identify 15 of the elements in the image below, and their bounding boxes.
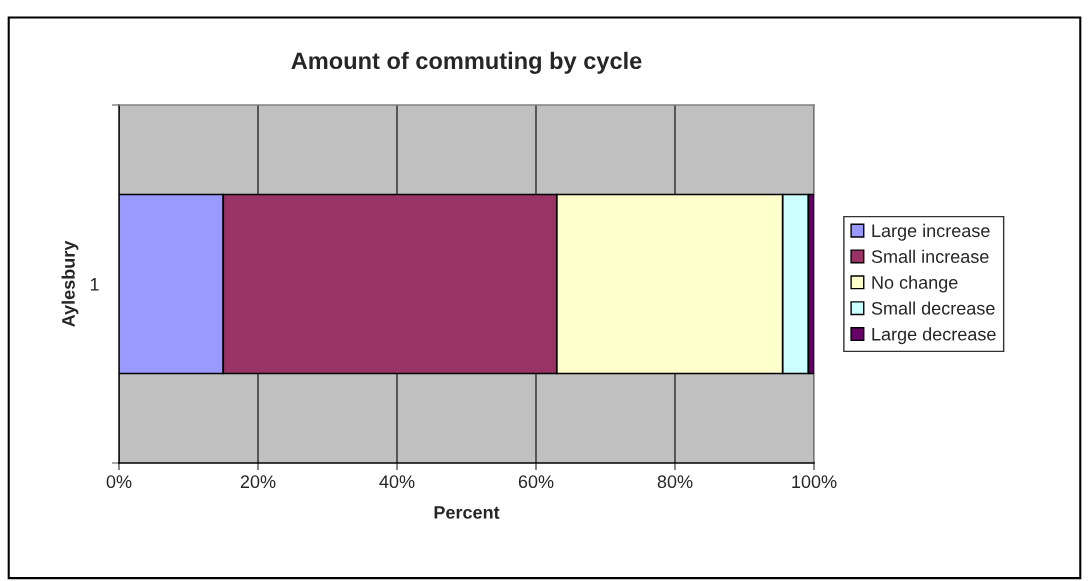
legend-label: Large decrease — [872, 327, 996, 345]
x-tick-label: 20% — [240, 475, 276, 489]
legend-label: Large increase — [872, 223, 990, 241]
x-tick-label: 60% — [518, 475, 554, 489]
x-tick-label: 100% — [792, 475, 837, 489]
x-tick-label: 80% — [657, 475, 693, 489]
chart-title: Amount of commuting by cycle — [291, 51, 642, 74]
x-axis-title: Percent — [434, 506, 500, 519]
legend-label: Small increase — [871, 249, 989, 263]
x-tick-label: 0% — [106, 475, 132, 489]
legend-label: Small decrease — [871, 301, 995, 315]
legend-label: No change — [872, 275, 958, 293]
x-tick-label: 40% — [379, 475, 415, 489]
y-axis-title: Aylesbury — [61, 240, 79, 327]
y-tick-label: 1 — [90, 278, 99, 291]
